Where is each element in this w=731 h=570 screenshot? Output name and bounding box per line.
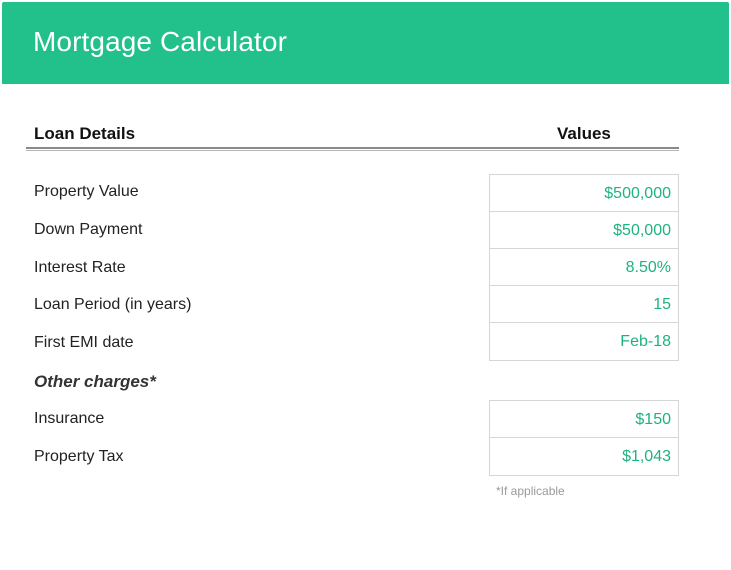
other-charges-heading: Other charges*: [34, 372, 156, 391]
value-insurance[interactable]: $150: [490, 401, 678, 438]
value-loan-period[interactable]: 15: [490, 286, 678, 323]
label-loan-period: Loan Period (in years): [34, 296, 192, 313]
column-header-values: Values: [557, 124, 611, 143]
value-interest-rate[interactable]: 8.50%: [490, 249, 678, 286]
label-interest-rate: Interest Rate: [34, 259, 126, 276]
label-insurance: Insurance: [34, 410, 105, 427]
column-header-loan-details: Loan Details: [34, 124, 136, 143]
label-property-tax: Property Tax: [34, 448, 124, 465]
value-property-value[interactable]: $500,000: [490, 175, 678, 212]
footnote-if-applicable: *If applicable: [496, 484, 565, 498]
label-down-payment: Down Payment: [34, 221, 143, 238]
label-property-value: Property Value: [34, 183, 139, 200]
header-divider: [26, 147, 679, 151]
value-property-tax[interactable]: $1,043: [622, 448, 671, 465]
loan-values-box: $500,000 $50,000 8.50% 15 Feb-18: [489, 174, 679, 361]
value-first-emi-date[interactable]: Feb-18: [620, 333, 671, 350]
header-bar: Mortgage Calculator: [2, 2, 729, 84]
value-down-payment[interactable]: $50,000: [490, 212, 678, 249]
label-first-emi-date: First EMI date: [34, 334, 134, 351]
page-title: Mortgage Calculator: [33, 26, 288, 57]
other-charges-values-box: $150 $1,043: [489, 400, 679, 476]
